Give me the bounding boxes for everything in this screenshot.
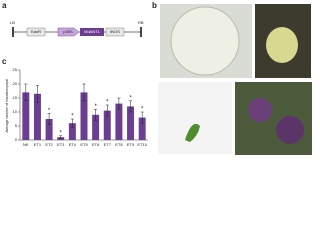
- petri-dish: [170, 6, 240, 76]
- error-bar: [129, 100, 133, 113]
- y-tick-label: 0: [15, 137, 18, 142]
- x-tick-label: ET2: [45, 142, 53, 147]
- terminator-box: [105, 27, 125, 37]
- x-tick-label: ET7: [104, 142, 112, 147]
- error-bar: [94, 108, 98, 121]
- photo-plantlet: [158, 82, 232, 154]
- element-label: MdANT1: [84, 29, 101, 34]
- photo-plant: [235, 82, 312, 155]
- error-bar: [70, 118, 74, 128]
- y-tick-label: 20: [13, 81, 18, 86]
- significance-mark: *: [48, 108, 51, 114]
- y-tick-label: 15: [13, 95, 18, 100]
- x-tick-label: ET10: [137, 142, 147, 147]
- element-label: LB: [10, 20, 15, 25]
- bar: [92, 114, 100, 140]
- element-label: RB: [138, 20, 144, 25]
- plantlet: [185, 123, 200, 142]
- error-bar: [24, 83, 28, 102]
- x-tick-label: ET6: [92, 142, 100, 147]
- significance-mark: *: [94, 104, 97, 110]
- explant: [266, 27, 298, 63]
- error-bar: [82, 83, 86, 102]
- error-bar: [35, 85, 39, 103]
- x-tick-label: ET9: [127, 142, 135, 147]
- x-tick-label: ET3: [57, 142, 65, 147]
- leaf: [248, 98, 272, 122]
- panel-label: c: [2, 57, 7, 66]
- kanr-box: [26, 27, 46, 37]
- significance-mark: *: [106, 100, 109, 106]
- element-label: p35S: [63, 29, 73, 34]
- error-bar: [47, 113, 51, 125]
- leaf: [276, 116, 304, 144]
- error-bar: [140, 111, 144, 124]
- significance-mark: *: [71, 114, 74, 120]
- bar: [45, 119, 53, 140]
- bar: [68, 123, 76, 140]
- element-label: tNOS: [110, 29, 120, 34]
- x-tick-label: ET5: [80, 142, 88, 147]
- panel-label: b: [152, 1, 157, 10]
- bar: [80, 92, 88, 140]
- y-tick-label: 25: [13, 67, 18, 72]
- gene-box: [80, 28, 104, 36]
- x-tick-label: NK: [23, 142, 29, 147]
- promoter-arrow: [57, 27, 80, 37]
- x-tick-label: ET4: [69, 142, 77, 147]
- bar: [103, 110, 111, 140]
- significance-mark: *: [60, 130, 63, 136]
- bar: [138, 117, 146, 140]
- y-axis-label: Average number of shoots/explant: [5, 79, 9, 132]
- significance-mark: *: [141, 107, 144, 113]
- bar: [33, 93, 41, 140]
- bar: [115, 103, 123, 140]
- panel-label: a: [2, 1, 7, 10]
- bar: [127, 106, 135, 140]
- element-label: KanR: [31, 29, 41, 34]
- significance-mark: *: [129, 95, 132, 101]
- figure: a LB KanR p35S MdANT1 tNOS RB b c Averag…: [2, 1, 312, 155]
- y-tick-label: 10: [13, 109, 18, 114]
- error-bar: [105, 104, 109, 117]
- bar: [22, 92, 30, 140]
- y-tick-label: 5: [15, 123, 18, 128]
- x-tick-label: ET8: [115, 142, 123, 147]
- error-bar: [59, 135, 63, 139]
- x-tick-label: ET1: [34, 142, 42, 147]
- error-bar: [117, 97, 121, 110]
